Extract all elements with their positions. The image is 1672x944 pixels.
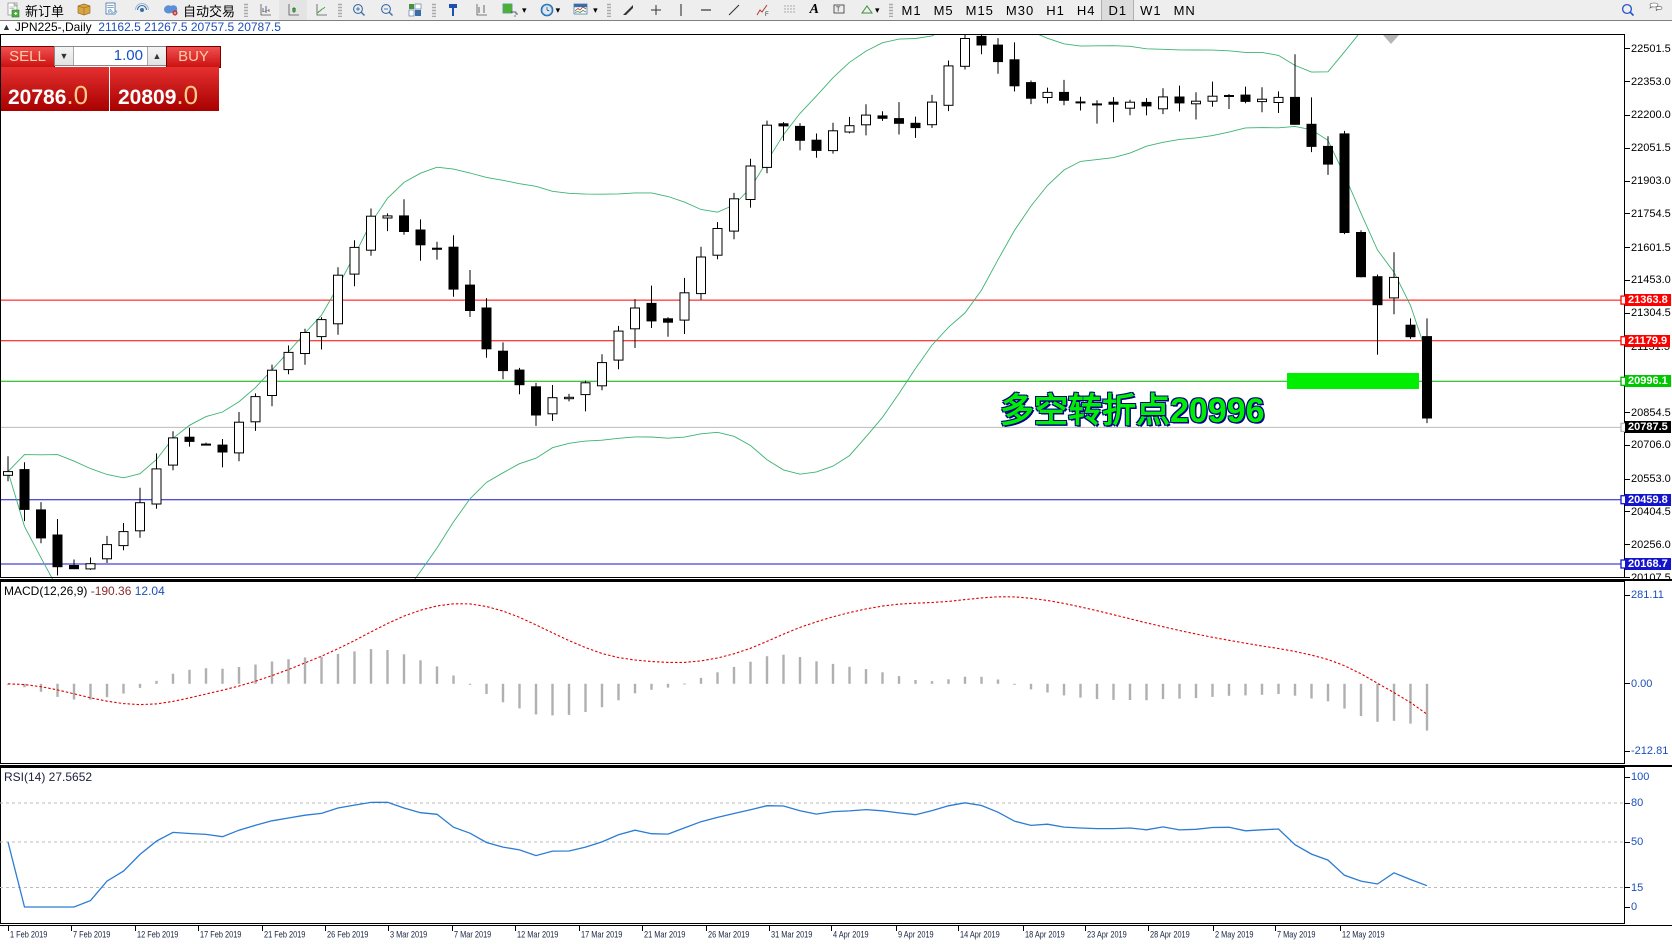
svg-text:F: F xyxy=(765,12,769,18)
svg-text:T: T xyxy=(836,7,841,14)
